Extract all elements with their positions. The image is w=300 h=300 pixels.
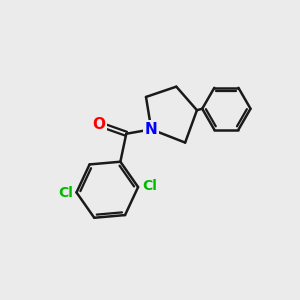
Text: Cl: Cl — [142, 179, 157, 193]
Text: N: N — [145, 122, 158, 137]
Text: O: O — [92, 117, 105, 132]
Text: Cl: Cl — [58, 186, 73, 200]
